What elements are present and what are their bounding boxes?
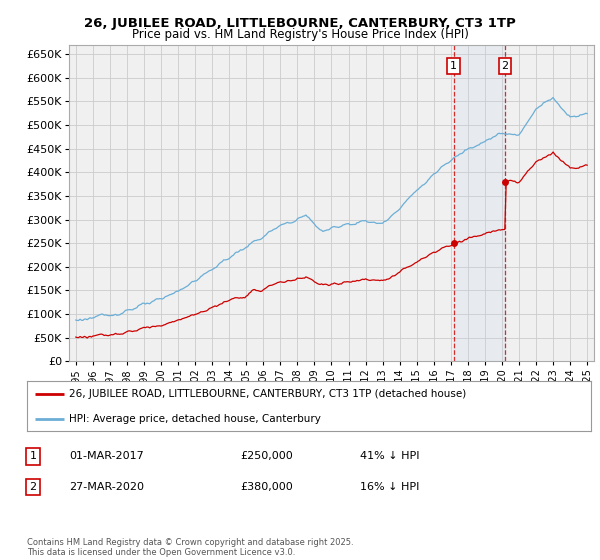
Text: 41% ↓ HPI: 41% ↓ HPI — [360, 451, 419, 461]
Text: 2: 2 — [29, 482, 37, 492]
Text: 16% ↓ HPI: 16% ↓ HPI — [360, 482, 419, 492]
Text: 26, JUBILEE ROAD, LITTLEBOURNE, CANTERBURY, CT3 1TP (detached house): 26, JUBILEE ROAD, LITTLEBOURNE, CANTERBU… — [70, 389, 467, 399]
Text: Price paid vs. HM Land Registry's House Price Index (HPI): Price paid vs. HM Land Registry's House … — [131, 28, 469, 41]
Text: 26, JUBILEE ROAD, LITTLEBOURNE, CANTERBURY, CT3 1TP: 26, JUBILEE ROAD, LITTLEBOURNE, CANTERBU… — [84, 17, 516, 30]
Text: 01-MAR-2017: 01-MAR-2017 — [69, 451, 144, 461]
Text: 27-MAR-2020: 27-MAR-2020 — [69, 482, 144, 492]
Text: 2: 2 — [501, 61, 508, 71]
Text: Contains HM Land Registry data © Crown copyright and database right 2025.
This d: Contains HM Land Registry data © Crown c… — [27, 538, 353, 557]
Text: 1: 1 — [29, 451, 37, 461]
Text: HPI: Average price, detached house, Canterbury: HPI: Average price, detached house, Cant… — [70, 414, 321, 423]
Text: £380,000: £380,000 — [240, 482, 293, 492]
Text: £250,000: £250,000 — [240, 451, 293, 461]
Text: 1: 1 — [450, 61, 457, 71]
Bar — [454, 45, 505, 361]
